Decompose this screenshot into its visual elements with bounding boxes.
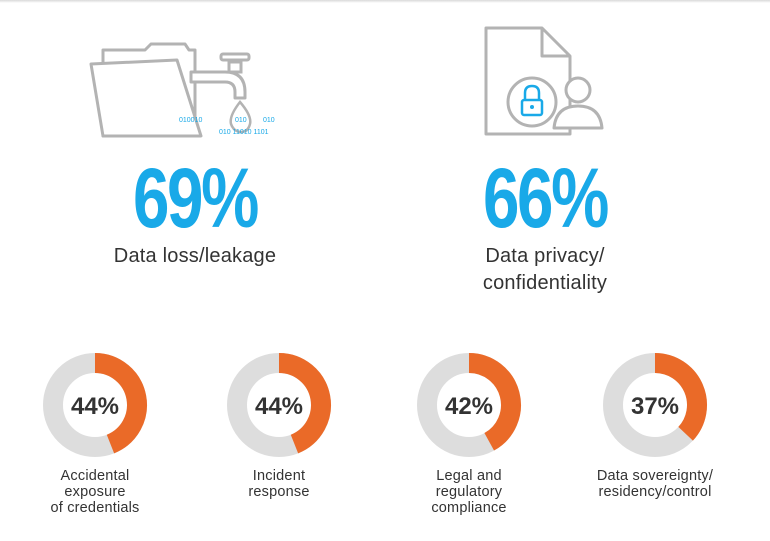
donut-value: 37% — [631, 393, 679, 420]
binary-text-4: 010 11010 1101 — [219, 129, 269, 136]
donut-accidental-exposure: 44% Accidental exposure of credentials — [10, 350, 180, 516]
stat-data-privacy-value: 66% — [482, 151, 609, 245]
document-lock-user-icon — [484, 26, 604, 136]
donut-label: Data sovereignty/ residency/control — [596, 468, 714, 500]
donut-value: 42% — [445, 393, 493, 420]
donut-arc — [468, 353, 521, 451]
stat-data-loss-label: Data loss/leakage — [113, 245, 277, 267]
donut-chart: 44% — [43, 353, 147, 457]
donut-label: Incident response — [248, 468, 310, 500]
donut-data-sovereignty: 37% Data sovereignty/ residency/control — [570, 350, 740, 500]
donut-value: 44% — [255, 393, 303, 420]
donut-incident-response: 44% Incident response — [194, 350, 364, 500]
stat-data-privacy-label: Data privacy/ confidentiality — [482, 245, 608, 294]
donut-arc — [94, 353, 147, 454]
donut-chart: 37% — [603, 353, 707, 457]
donut-chart: 42% — [417, 353, 521, 457]
donut-arc — [654, 353, 707, 441]
donut-label: Legal and regulatory compliance — [431, 468, 507, 516]
binary-text-3: 010 — [263, 117, 275, 124]
donut-label: Accidental exposure of credentials — [50, 468, 140, 516]
donut-value: 44% — [71, 393, 119, 420]
binary-text-2: 010 — [235, 117, 247, 124]
stat-data-loss-value: 69% — [132, 151, 259, 245]
top-divider — [0, 0, 770, 3]
data-leak-faucet-icon: 010010 010 010 010 11010 1101 — [89, 42, 275, 138]
donut-legal-compliance: 42% Legal and regulatory compliance — [384, 350, 554, 516]
donut-arc — [278, 353, 331, 454]
donut-chart: 44% — [227, 353, 331, 457]
binary-text-1: 010010 — [179, 117, 202, 124]
